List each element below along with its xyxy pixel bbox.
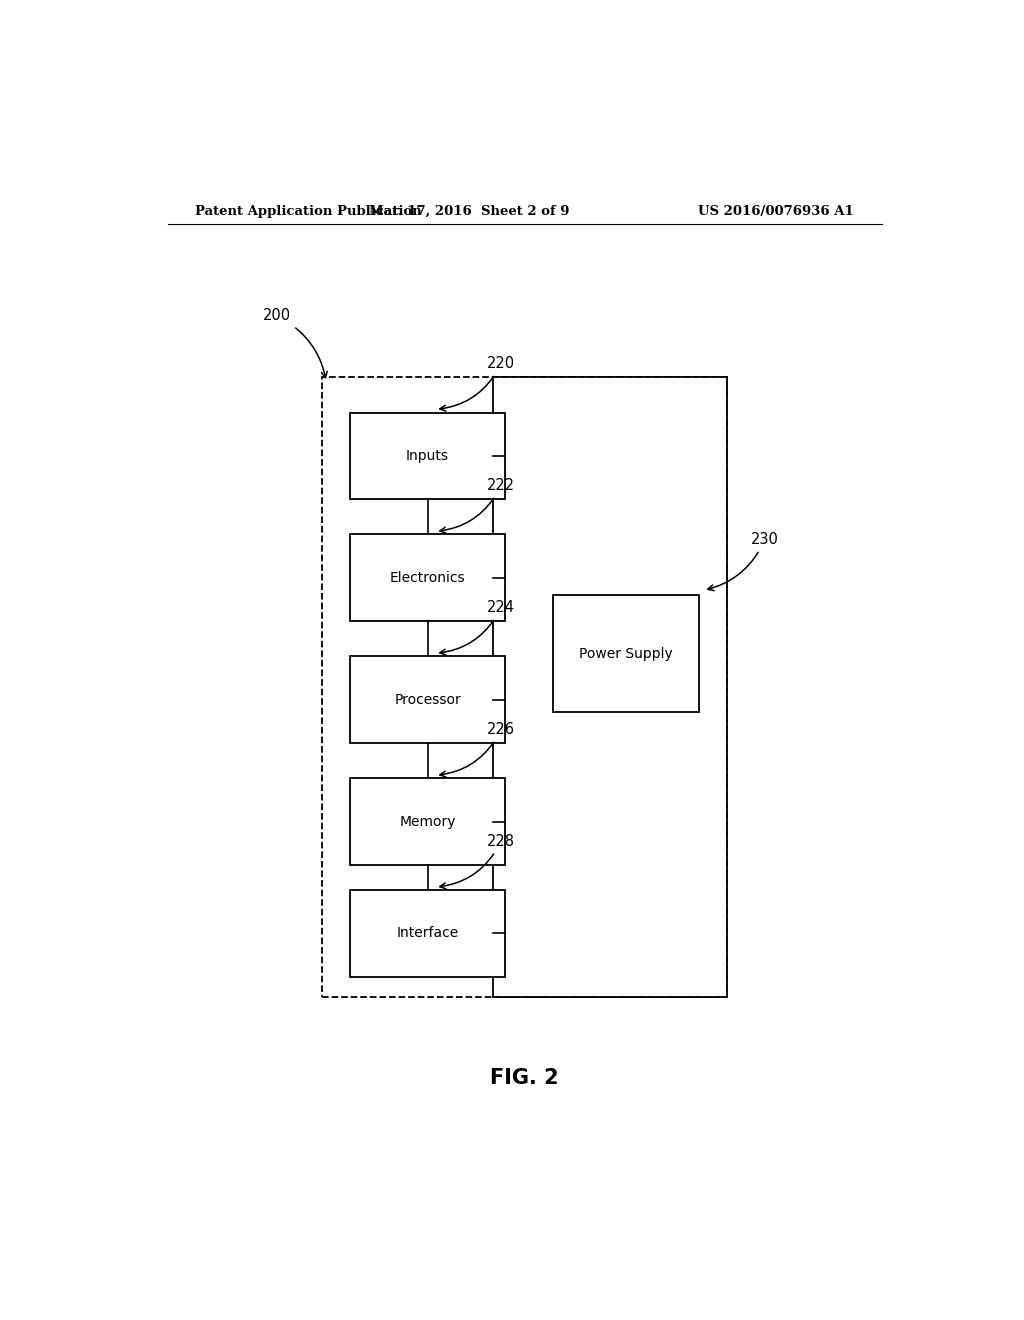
- Text: Inputs: Inputs: [407, 449, 450, 463]
- Bar: [494, 378, 727, 997]
- Text: Patent Application Publication: Patent Application Publication: [196, 205, 422, 218]
- Text: FIG. 2: FIG. 2: [490, 1068, 559, 1088]
- Bar: [350, 656, 505, 743]
- Bar: [350, 890, 505, 977]
- Text: 220: 220: [439, 356, 515, 411]
- Text: 228: 228: [439, 834, 515, 888]
- Bar: [553, 595, 699, 713]
- Text: Mar. 17, 2016  Sheet 2 of 9: Mar. 17, 2016 Sheet 2 of 9: [369, 205, 569, 218]
- Text: Electronics: Electronics: [390, 570, 465, 585]
- Text: US 2016/0076936 A1: US 2016/0076936 A1: [698, 205, 854, 218]
- Text: 230: 230: [708, 532, 779, 590]
- Text: 200: 200: [263, 309, 328, 378]
- Bar: [323, 378, 727, 997]
- Text: Processor: Processor: [394, 693, 461, 706]
- Bar: [350, 412, 505, 499]
- Bar: [350, 779, 505, 865]
- Bar: [350, 535, 505, 620]
- Text: 222: 222: [439, 478, 515, 533]
- Text: Memory: Memory: [399, 814, 456, 829]
- Text: 226: 226: [439, 722, 515, 777]
- Text: Power Supply: Power Supply: [580, 647, 673, 661]
- Text: Interface: Interface: [396, 927, 459, 940]
- Text: 224: 224: [439, 601, 515, 655]
